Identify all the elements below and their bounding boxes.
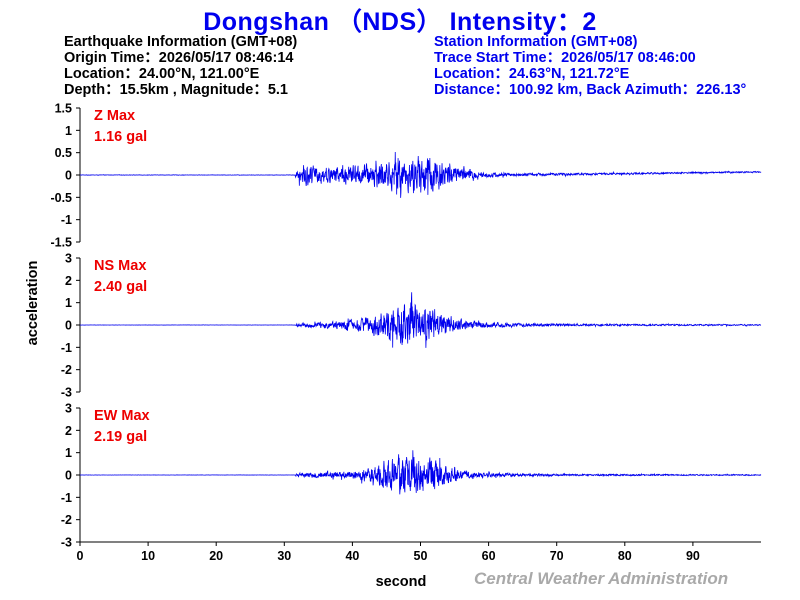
y-tick-label: -0.5 (50, 191, 72, 205)
x-tick-label: 30 (277, 549, 291, 563)
origin-time: Origin Time：2026/05/17 08:46:14 (64, 50, 294, 66)
y-tick-label: -1 (61, 213, 72, 227)
max-label-ew: EW Max (94, 408, 150, 424)
x-tick-label: 10 (141, 549, 155, 563)
x-tick-label: 70 (550, 549, 564, 563)
y-tick-label: 1 (65, 446, 72, 460)
y-tick-label: -3 (61, 536, 72, 550)
station-location: Location：24.63°N, 121.72°E (434, 66, 630, 82)
x-axis-label: second (376, 574, 427, 590)
y-tick-label: 0.5 (55, 146, 72, 160)
y-tick-label: 0 (65, 319, 72, 333)
y-tick-label: -2 (61, 513, 72, 527)
x-tick-label: 80 (618, 549, 632, 563)
max-value-z: 1.16 gal (94, 129, 147, 145)
y-tick-label: 1 (65, 296, 72, 310)
y-tick-label: 2 (65, 424, 72, 438)
station-info-header: Station Information (GMT+08) (434, 34, 638, 50)
trace-ns (79, 292, 762, 348)
max-value-ns: 2.40 gal (94, 279, 147, 295)
max-label-ns: NS Max (94, 258, 146, 274)
y-tick-label: 1 (65, 124, 72, 138)
earthquake-info-header: Earthquake Information (GMT+08) (64, 34, 298, 50)
y-tick-label: 2 (65, 274, 72, 288)
y-tick-label: -1 (61, 491, 72, 505)
distance-azimuth: Distance：100.92 km, Back Azimuth：226.13° (434, 82, 747, 98)
page-title: Dongshan （NDS） Intensity：2 (203, 8, 597, 36)
trace-z (79, 151, 762, 198)
y-tick-label: 3 (65, 252, 72, 266)
y-tick-label: -2 (61, 363, 72, 377)
station-info: Station Information (GMT+08) Trace Start… (434, 34, 746, 98)
x-tick-label: 0 (77, 549, 84, 563)
y-tick-label: -1 (61, 341, 72, 355)
y-tick-label: -3 (61, 386, 72, 400)
y-tick-label: 0 (65, 169, 72, 183)
x-tick-label: 60 (482, 549, 496, 563)
epicenter-location: Location：24.00°N, 121.00°E (64, 66, 260, 82)
x-tick-label: 90 (686, 549, 700, 563)
y-tick-label: -1.5 (50, 236, 72, 250)
max-value-ew: 2.19 gal (94, 429, 147, 445)
y-tick-label: 0 (65, 469, 72, 483)
trace-ew (79, 450, 762, 495)
earthquake-info: Earthquake Information (GMT+08) Origin T… (64, 34, 297, 98)
trace-start-time: Trace Start Time：2026/05/17 08:46:00 (434, 50, 696, 66)
x-tick-label: 40 (345, 549, 359, 563)
y-tick-label: 1.5 (55, 102, 72, 116)
max-label-z: Z Max (94, 108, 135, 124)
y-tick-label: 3 (65, 402, 72, 416)
x-tick-label: 50 (414, 549, 428, 563)
depth-magnitude: Depth：15.5km , Magnitude：5.1 (64, 82, 288, 98)
y-axis-label: acceleration (25, 261, 41, 346)
x-tick-label: 20 (209, 549, 223, 563)
credit-text: Central Weather Administration (474, 569, 729, 588)
